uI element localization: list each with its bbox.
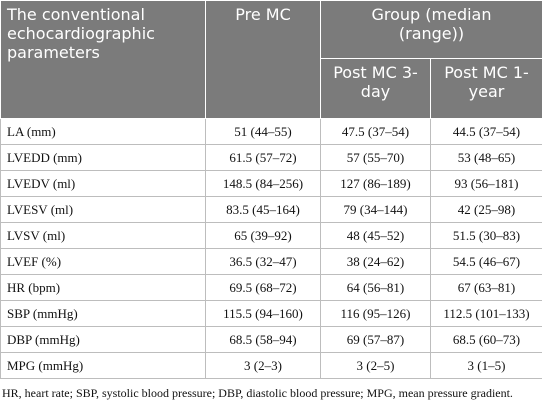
table-row: DBP (mmHg) 68.5 (58–94) 69 (57–87) 68.5 (60…: [0, 326, 542, 353]
header-cell: Group (median (range)): [320, 0, 542, 59]
row-label: LA (mm): [0, 118, 206, 145]
row-label: HR (bpm): [0, 274, 206, 301]
table-cell: 112.5 (101–133): [430, 300, 542, 327]
table-row: SBP (mmHg) 115.5 (94–160) 116 (95–126) 112.…: [0, 300, 542, 327]
row-label: DBP (mmHg): [0, 326, 206, 353]
table-cell: 36.5 (32–47): [205, 248, 321, 275]
table-cell: 57 (55–70): [320, 144, 431, 171]
table-cell: 47.5 (37–54): [320, 118, 431, 145]
header-row: The conventional echocardiographic param…: [0, 0, 542, 119]
table-row: MPG (mmHg) 3 (2–3) 3 (2–5) 3 (1–5): [0, 352, 542, 379]
header-cell: Post MC 3-day: [320, 58, 431, 119]
header-cell: Pre MC: [205, 0, 321, 119]
table-cell: 69 (57–87): [320, 326, 431, 353]
table-cell: 3 (1–5): [430, 352, 542, 379]
table-cell: 116 (95–126): [320, 300, 431, 327]
table-cell: 51 (44–55): [205, 118, 321, 145]
table-row: LVSV (ml) 65 (39–92) 48 (45–52) 51.5 (30–83…: [0, 222, 542, 249]
table-cell: 79 (34–144): [320, 196, 431, 223]
table-row: LVEF (%) 36.5 (32–47) 38 (24–62) 54.5 (46–6…: [0, 248, 542, 275]
header-text: Group (median (range)): [371, 5, 492, 43]
table-cell: 127 (86–189): [320, 170, 431, 197]
table-row: LA (mm) 51 (44–55) 47.5 (37–54) 44.5 (37–54…: [0, 118, 542, 145]
header-cell: The conventional echocardiographic param…: [0, 0, 206, 119]
table-row: LVESV (ml) 83.5 (45–164) 79 (34–144) 42 (25…: [0, 196, 542, 223]
table-cell: 38 (24–62): [320, 248, 431, 275]
table-cell: 51.5 (30–83): [430, 222, 542, 249]
table-cell: 3 (2–3): [205, 352, 321, 379]
row-label: LVSV (ml): [0, 222, 206, 249]
table-cell: 67 (63–81): [430, 274, 542, 301]
header-row: Post MC 3-day Post MC 1-year: [1, 58, 542, 119]
table-cell: 68.5 (60–73): [430, 326, 542, 353]
table-body: LA (mm) 51 (44–55) 47.5 (37–54) 44.5 (37–54…: [0, 118, 542, 379]
table-cell: 148.5 (84–256): [205, 170, 321, 197]
table-cell: 42 (25–98): [430, 196, 542, 223]
row-label: LVESV (ml): [0, 196, 206, 223]
header-cell: Post MC 1-year: [430, 58, 542, 119]
table-cell: 3 (2–5): [320, 352, 431, 379]
table-cell: 53 (48–65): [430, 144, 542, 171]
table-cell: 69.5 (68–72): [205, 274, 321, 301]
data-table: The conventional echocardiographic param…: [0, 0, 542, 379]
row-label: MPG (mmHg): [0, 352, 206, 379]
footnote: HR, heart rate; SBP, systolic blood pres…: [2, 386, 513, 400]
table-row: LVEDV (ml) 148.5 (84–256) 127 (86–189) 93 (…: [0, 170, 542, 197]
row-label: LVEDD (mm): [0, 144, 206, 171]
table-cell: 54.5 (46–67): [430, 248, 542, 275]
table-cell: 44.5 (37–54): [430, 118, 542, 145]
table-row: LVEDD (mm) 61.5 (57–72) 57 (55–70) 53 (48–6…: [0, 144, 542, 171]
table-cell: 48 (45–52): [320, 222, 431, 249]
table-row: HR (bpm) 69.5 (68–72) 64 (56–81) 67 (63–81): [0, 274, 542, 301]
table-cell: 68.5 (58–94): [205, 326, 321, 353]
table-cell: 93 (56–181): [430, 170, 542, 197]
table-cell: 115.5 (94–160): [205, 300, 321, 327]
table-cell: 61.5 (57–72): [205, 144, 321, 171]
table-cell: 65 (39–92): [205, 222, 321, 249]
table-cell: 64 (56–81): [320, 274, 431, 301]
row-label: SBP (mmHg): [0, 300, 206, 327]
table-cell: 83.5 (45–164): [205, 196, 321, 223]
row-label: LVEF (%): [0, 248, 206, 275]
row-label: LVEDV (ml): [0, 170, 206, 197]
